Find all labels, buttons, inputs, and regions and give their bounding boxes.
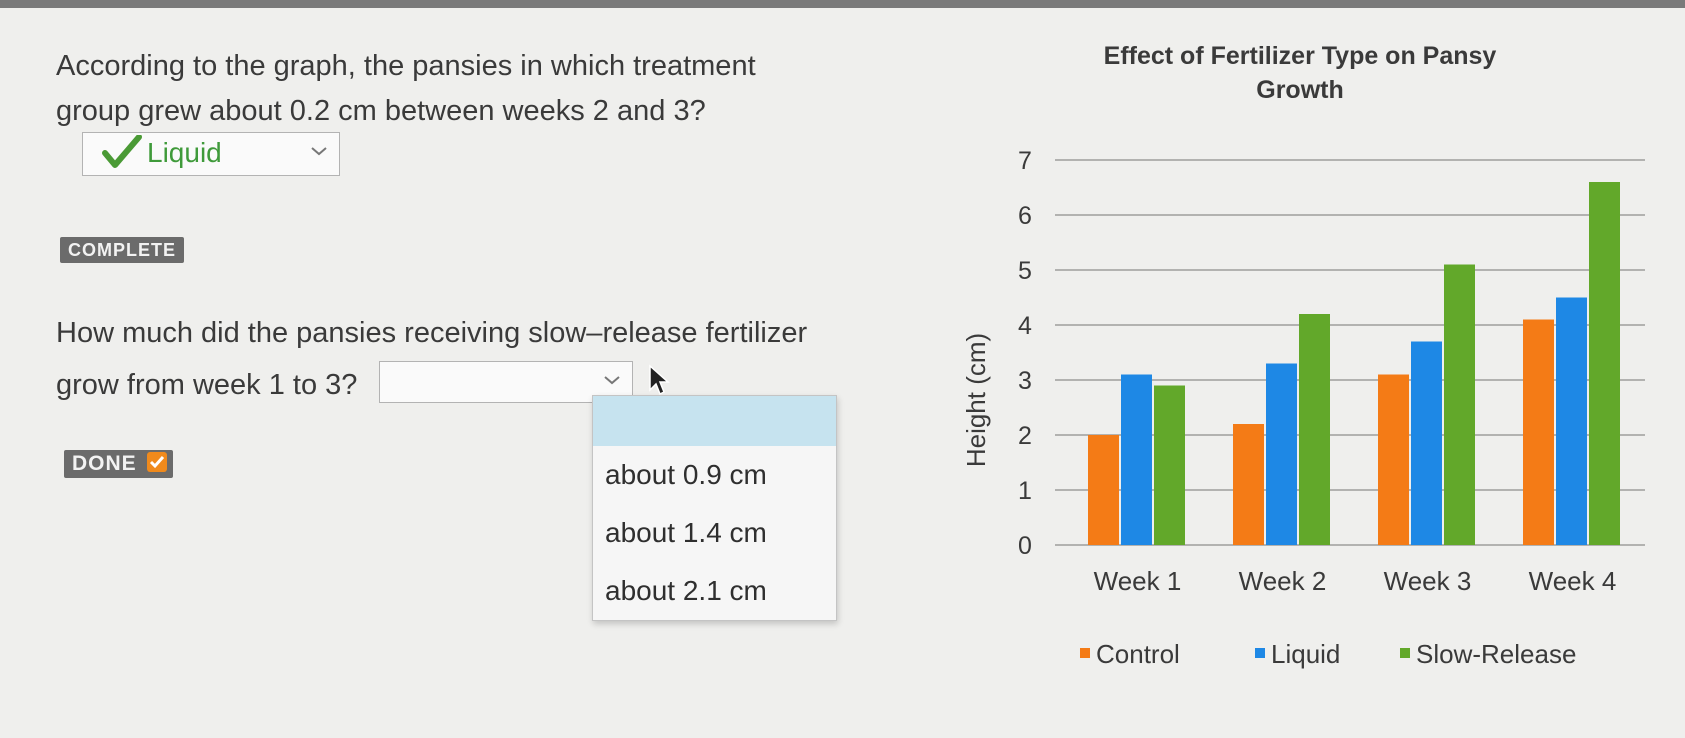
legend-label: Control <box>1096 639 1180 669</box>
bar <box>1411 341 1442 545</box>
legend-label: Slow-Release <box>1416 639 1576 669</box>
legend-swatch <box>1255 648 1265 658</box>
menu-option[interactable]: about 1.4 cm <box>605 517 767 548</box>
bar <box>1299 314 1330 545</box>
menu-option[interactable]: about 0.9 cm <box>605 459 767 490</box>
bar <box>1088 435 1119 545</box>
question-1: According to the graph, the pansies in w… <box>56 44 776 179</box>
legend-label: Liquid <box>1271 639 1340 669</box>
question-2-text: How much did the pansies receiving slow–… <box>56 317 808 401</box>
done-badge: DONE <box>64 450 173 478</box>
legend-swatch <box>1400 648 1410 658</box>
mouse-cursor-icon <box>649 364 670 396</box>
chevron-down-icon <box>311 147 327 156</box>
legend-swatch <box>1080 648 1090 658</box>
y-tick-label: 2 <box>1018 422 1032 450</box>
bar <box>1233 424 1264 545</box>
y-tick-label: 4 <box>1018 312 1032 340</box>
chart-title-line-1: Effect of Fertilizer Type on Pansy <box>1104 42 1497 70</box>
x-tick-label: Week 4 <box>1529 566 1617 596</box>
menu-option[interactable]: about 2.1 cm <box>605 575 767 606</box>
answer-2-options-menu[interactable]: about 0.9 cm about 1.4 cm about 2.1 cm <box>592 395 837 621</box>
question-1-text: According to the graph, the pansies in w… <box>56 50 756 127</box>
y-tick-label: 5 <box>1018 257 1032 285</box>
bar <box>1589 182 1620 545</box>
bar <box>1444 264 1475 545</box>
x-tick-label: Week 2 <box>1239 566 1327 596</box>
done-label: DONE <box>72 452 137 475</box>
question-2: How much did the pansies receiving slow–… <box>56 307 876 411</box>
chevron-down-icon <box>604 376 621 385</box>
y-tick-label: 0 <box>1018 532 1032 560</box>
bar <box>1154 385 1185 545</box>
answer-1-dropdown[interactable]: Liquid <box>82 132 340 177</box>
check-icon <box>102 135 142 169</box>
answer-2-dropdown[interactable] <box>379 361 634 404</box>
chart-title-line-2: Growth <box>1256 76 1344 104</box>
y-tick-label: 3 <box>1018 367 1032 395</box>
complete-badge: COMPLETE <box>60 237 185 263</box>
bar <box>1523 319 1554 545</box>
bar <box>1378 374 1409 545</box>
bar <box>1121 374 1152 545</box>
answer-1-value: Liquid <box>147 137 222 169</box>
y-tick-label: 1 <box>1018 477 1032 505</box>
top-bar <box>0 0 1685 8</box>
y-tick-label: 6 <box>1018 202 1032 230</box>
y-tick-label: 7 <box>1018 147 1032 175</box>
done-check-icon <box>146 452 167 473</box>
menu-option-blank[interactable] <box>593 396 836 446</box>
y-axis-label: Height (cm) <box>961 333 991 467</box>
x-tick-label: Week 1 <box>1094 566 1182 596</box>
bar-chart: Effect of Fertilizer Type on Pansy Growt… <box>961 42 1645 669</box>
bar <box>1556 297 1587 545</box>
x-tick-label: Week 3 <box>1384 566 1472 596</box>
bar <box>1266 363 1297 545</box>
